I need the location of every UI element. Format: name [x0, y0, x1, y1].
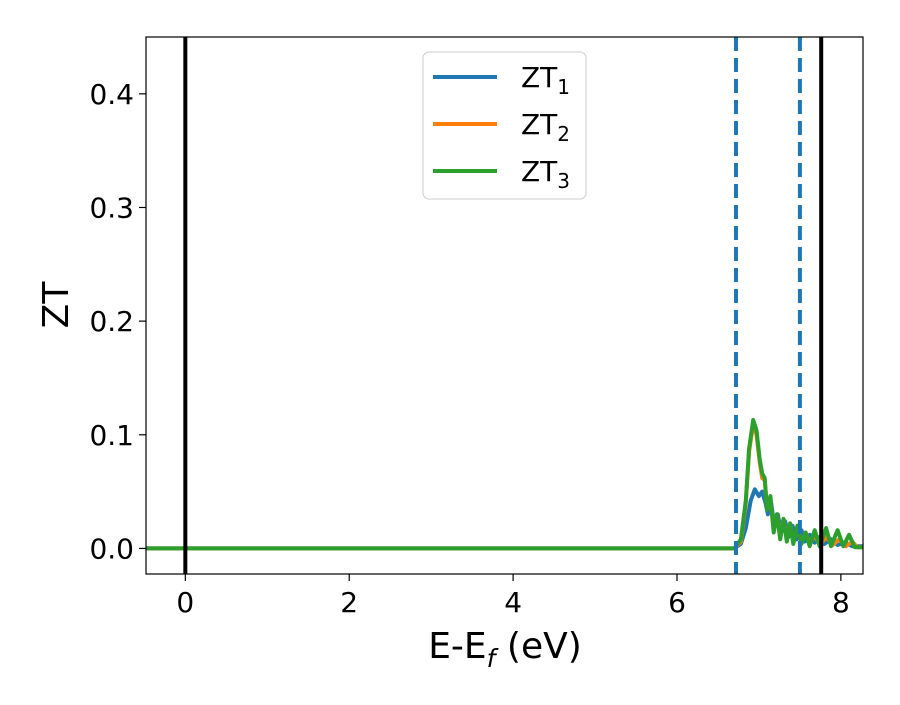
y-tick-label: 0.2 [89, 305, 134, 338]
x-tick-label: 8 [832, 586, 850, 619]
legend: ZT1 ZT2 ZT3 [422, 51, 587, 200]
legend-label-zt2: ZT2 [521, 108, 570, 146]
x-tick-label: 0 [176, 586, 194, 619]
x-axis-label-main: E-E [428, 626, 486, 667]
y-tick-label: 0.3 [89, 191, 134, 224]
y-tick-label: 0.0 [89, 532, 134, 565]
x-tick-label: 4 [504, 586, 522, 619]
axes-frame [145, 36, 864, 575]
y-tick-label: 0.4 [89, 78, 134, 111]
plot-area [146, 37, 863, 574]
x-tick-label: 2 [340, 586, 358, 619]
series-line-zt2 [146, 421, 863, 551]
series-line-zt3 [146, 418, 863, 551]
series-line-zt1 [146, 487, 863, 551]
legend-label-zt1: ZT1 [521, 61, 570, 99]
x-axis-label: E-Ef (eV) [428, 626, 582, 673]
x-axis-label-unit: (eV) [495, 626, 581, 667]
legend-box [422, 51, 587, 200]
y-tick-label: 0.1 [89, 419, 134, 452]
y-axis-label: ZT [36, 281, 77, 329]
x-tick-label: 6 [668, 586, 686, 619]
legend-label-zt3: ZT3 [521, 155, 570, 193]
axis-ticks: 0 2 4 6 8 0.0 0.1 0.2 0.3 0.4 [89, 78, 849, 619]
